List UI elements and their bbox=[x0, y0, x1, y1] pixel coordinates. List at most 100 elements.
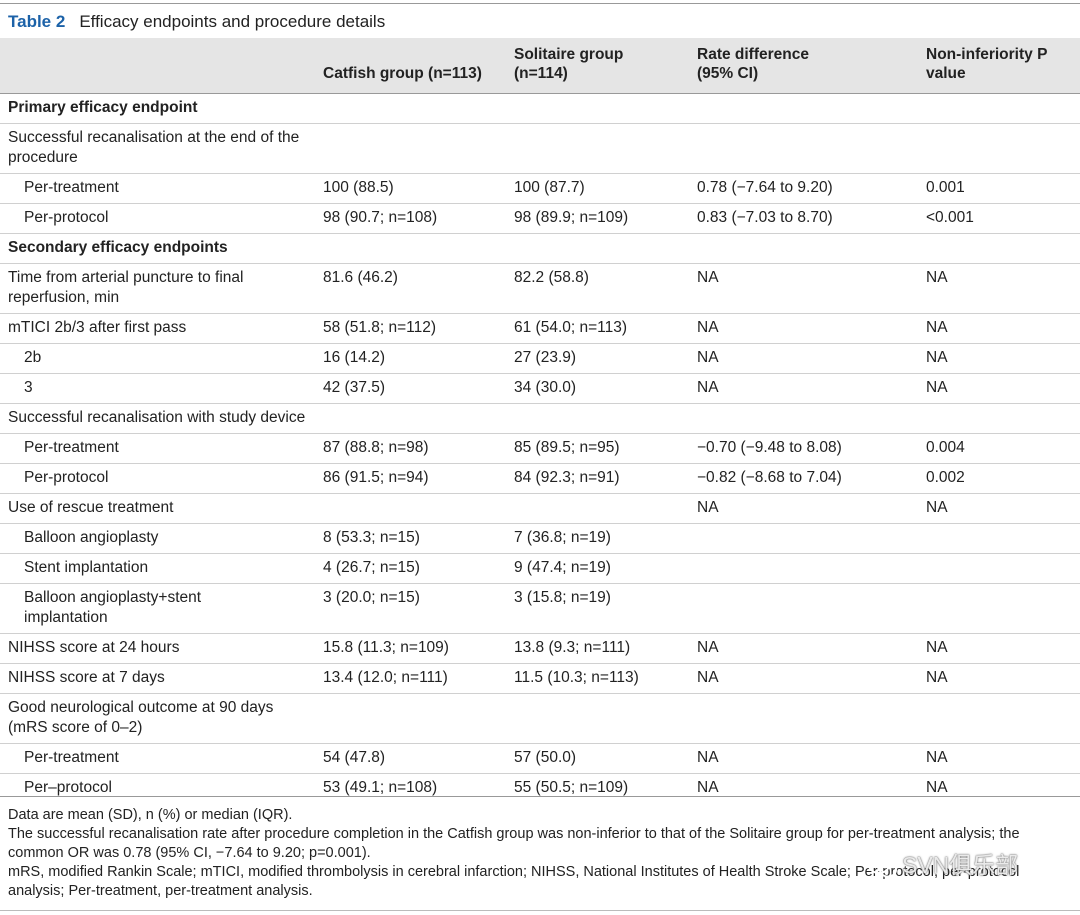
header-text: Non-inferiority P value bbox=[926, 46, 1048, 82]
table-cell: 54 (47.8) bbox=[315, 743, 506, 774]
table-cell: NA bbox=[689, 373, 918, 404]
table-cell: NA bbox=[689, 263, 918, 314]
table-cell: NA bbox=[918, 373, 1080, 404]
table-cell: 3 bbox=[0, 373, 315, 404]
table-cell bbox=[506, 233, 689, 264]
header-text: Rate difference (95% CI) bbox=[697, 46, 809, 82]
table-row: Stent implantation 4 (26.7; n=15) 9 (47.4;… bbox=[0, 553, 1080, 584]
header-row: Catfish group (n=113) Solitaire group (n… bbox=[0, 38, 1080, 94]
table-cell bbox=[689, 94, 918, 124]
footnote: mRS, modified Rankin Scale; mTICI, modif… bbox=[8, 864, 1020, 899]
table-cell: NA bbox=[689, 773, 918, 803]
table-cell: 0.002 bbox=[918, 463, 1080, 494]
table-cell bbox=[506, 403, 689, 434]
table-cell bbox=[315, 123, 506, 174]
watermark-text: SVN俱乐部 bbox=[902, 852, 1019, 878]
table-cell: NA bbox=[918, 313, 1080, 344]
table-cell: 11.5 (10.3; n=113) bbox=[506, 663, 689, 694]
table-cell: 34 (30.0) bbox=[506, 373, 689, 404]
table-cell bbox=[689, 583, 918, 634]
table-cell: NA bbox=[689, 633, 918, 664]
table-cell: 42 (37.5) bbox=[315, 373, 506, 404]
table-row: Per-protocol 98 (90.7; n=108) 98 (89.9; n=… bbox=[0, 203, 1080, 234]
table-cell: 27 (23.9) bbox=[506, 343, 689, 374]
table-cell: 100 (88.5) bbox=[315, 173, 506, 204]
table-cell: 2b bbox=[0, 343, 315, 374]
table-row: Per-protocol 86 (91.5; n=94) 84 (92.3; n=9… bbox=[0, 463, 1080, 494]
table-cell bbox=[506, 123, 689, 174]
table-cell bbox=[918, 583, 1080, 634]
header-text: Solitaire group (n=114) bbox=[514, 46, 624, 82]
table-cell: Secondary efficacy endpoints bbox=[0, 233, 315, 264]
table-cell: 4 (26.7; n=15) bbox=[315, 553, 506, 584]
table-cell bbox=[918, 403, 1080, 434]
table-cell bbox=[918, 693, 1080, 744]
table-cell: Good neurological outcome at 90 days (mR… bbox=[0, 693, 315, 744]
table-row: Time from arterial puncture to final rep… bbox=[0, 263, 1080, 314]
table-cell: <0.001 bbox=[918, 203, 1080, 234]
table-row: mTICI 2b/3 after first pass 58 (51.8; n=1… bbox=[0, 313, 1080, 344]
table-cell: NA bbox=[918, 493, 1080, 524]
table-cell: NA bbox=[918, 773, 1080, 803]
footnote: The successful recanalisation rate after… bbox=[8, 826, 1020, 861]
table-cell: 15.8 (11.3; n=109) bbox=[315, 633, 506, 664]
table-cell: 61 (54.0; n=113) bbox=[506, 313, 689, 344]
table-cell: NA bbox=[918, 263, 1080, 314]
table-label: Table 2 bbox=[8, 12, 66, 31]
table-cell: 8 (53.3; n=15) bbox=[315, 523, 506, 554]
table-cell: 0.001 bbox=[918, 173, 1080, 204]
table-cell bbox=[918, 94, 1080, 124]
table-row: Good neurological outcome at 90 days (mR… bbox=[0, 693, 1080, 744]
table-title: Table 2 Efficacy endpoints and procedure … bbox=[8, 12, 385, 32]
table-cell: mTICI 2b/3 after first pass bbox=[0, 313, 315, 344]
table-cell: 0.004 bbox=[918, 433, 1080, 464]
table-row: Successful recanalisation at the end of … bbox=[0, 123, 1080, 174]
table-cell bbox=[689, 403, 918, 434]
table-cell: 7 (36.8; n=19) bbox=[506, 523, 689, 554]
table-row: 3 42 (37.5) 34 (30.0) NA NA bbox=[0, 373, 1080, 404]
table-cell bbox=[689, 553, 918, 584]
table-cell: Successful recanalisation with study dev… bbox=[0, 403, 315, 434]
table-cell: NA bbox=[918, 633, 1080, 664]
table-cell: Balloon angioplasty+stent implantation bbox=[0, 583, 315, 634]
table-cell bbox=[689, 123, 918, 174]
table-cell: NA bbox=[689, 313, 918, 344]
header-cell: Solitaire group (n=114) bbox=[506, 38, 689, 94]
table-row: Secondary efficacy endpoints bbox=[0, 233, 1080, 264]
table-row: Per-treatment 100 (88.5) 100 (87.7) 0.78 (−… bbox=[0, 173, 1080, 204]
table-cell bbox=[315, 233, 506, 264]
table-body: Primary efficacy endpoint Successful reca… bbox=[0, 94, 1080, 803]
rule bbox=[0, 910, 1080, 911]
table-row: Primary efficacy endpoint bbox=[0, 94, 1080, 124]
table-cell: 98 (90.7; n=108) bbox=[315, 203, 506, 234]
table-cell bbox=[689, 693, 918, 744]
table-row: NIHSS score at 24 hours 15.8 (11.3; n=109… bbox=[0, 633, 1080, 664]
table-cell: NA bbox=[689, 493, 918, 524]
table-row: Use of rescue treatment NA NA bbox=[0, 493, 1080, 524]
table-row: Balloon angioplasty 8 (53.3; n=15) 7 (36.8… bbox=[0, 523, 1080, 554]
table-cell: 81.6 (46.2) bbox=[315, 263, 506, 314]
table-cell: NA bbox=[689, 343, 918, 374]
table: Catfish group (n=113) Solitaire group (n… bbox=[0, 38, 1080, 803]
table-cell: 57 (50.0) bbox=[506, 743, 689, 774]
table-cell: 53 (49.1; n=108) bbox=[315, 773, 506, 803]
table-cell bbox=[506, 493, 689, 524]
table-cell bbox=[689, 523, 918, 554]
table-cell: Per-protocol bbox=[0, 463, 315, 494]
table-cell: 82.2 (58.8) bbox=[506, 263, 689, 314]
header-cell: Non-inferiority P value bbox=[918, 38, 1080, 94]
table-cell bbox=[315, 493, 506, 524]
table-cell bbox=[918, 553, 1080, 584]
table-cell: Per-treatment bbox=[0, 173, 315, 204]
table-cell: 0.83 (−7.03 to 8.70) bbox=[689, 203, 918, 234]
rule bbox=[0, 3, 1080, 4]
table-cell: 100 (87.7) bbox=[506, 173, 689, 204]
table-cell: 0.78 (−7.64 to 9.20) bbox=[689, 173, 918, 204]
table-cell: NA bbox=[689, 743, 918, 774]
table-cell: 86 (91.5; n=94) bbox=[315, 463, 506, 494]
table-row: Balloon angioplasty+stent implantation 3 … bbox=[0, 583, 1080, 634]
table-cell: NA bbox=[918, 743, 1080, 774]
table-cell: 85 (89.5; n=95) bbox=[506, 433, 689, 464]
table-cell: 16 (14.2) bbox=[315, 343, 506, 374]
